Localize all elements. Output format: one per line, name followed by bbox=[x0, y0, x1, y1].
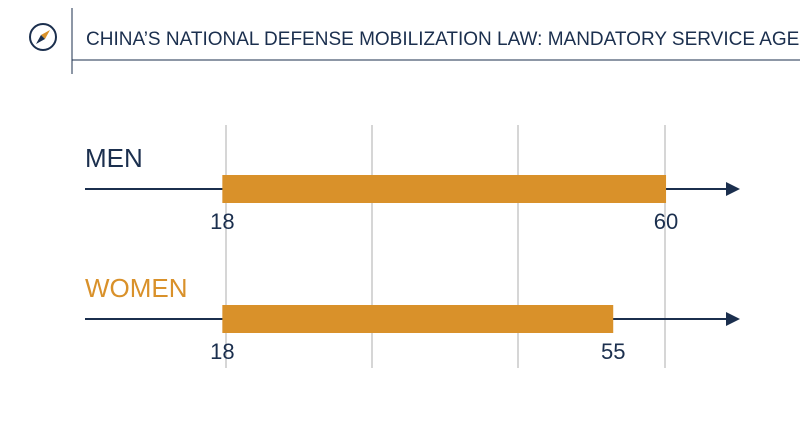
compass-icon bbox=[29, 23, 57, 51]
category-label: WOMEN bbox=[85, 273, 188, 303]
axis-arrow bbox=[726, 312, 740, 326]
axis-arrow bbox=[726, 182, 740, 196]
start-label: 18 bbox=[210, 209, 234, 234]
chart-title: CHINA’S NATIONAL DEFENSE MOBILIZATION LA… bbox=[86, 29, 800, 50]
start-label: 18 bbox=[210, 339, 234, 364]
range-bar bbox=[222, 175, 667, 203]
end-label: 60 bbox=[654, 209, 678, 234]
range-bar bbox=[222, 305, 614, 333]
category-label: MEN bbox=[85, 143, 143, 173]
end-label: 55 bbox=[601, 339, 625, 364]
